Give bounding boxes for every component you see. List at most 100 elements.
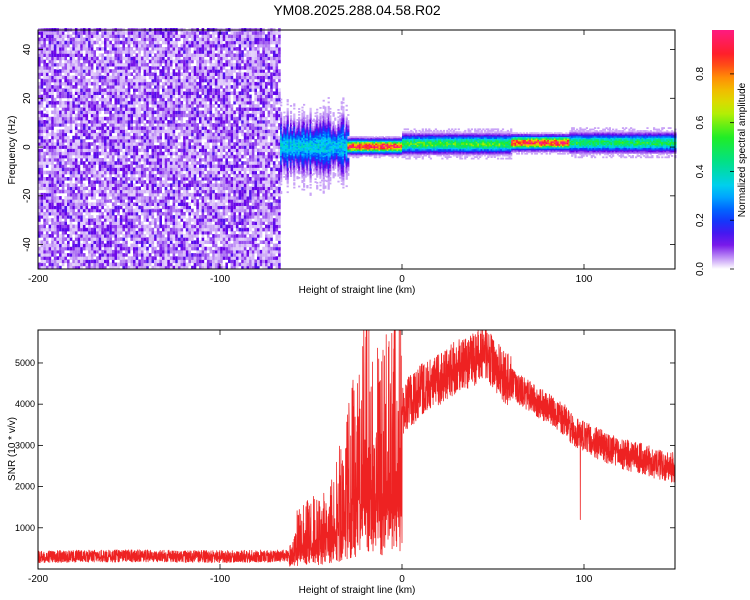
spectrogram-cell [230,186,234,191]
spectrogram-cell [85,199,89,203]
spectrogram-cell [114,69,118,73]
spectrogram-cell [230,123,234,127]
spectrogram-cell [146,189,149,194]
spectrogram-cell [67,88,70,92]
spectrogram-cell [133,88,136,92]
spectrogram-cell [162,167,165,172]
spectrogram-cell [217,85,221,89]
spectrogram-cell [101,230,104,235]
spectrogram-cell [125,120,128,124]
spectrogram-cell [228,81,231,86]
spectrogram-cell [88,253,91,257]
spectrogram-cell [140,177,144,181]
spectrogram-cell [109,164,112,168]
spectrogram-cell [230,91,234,95]
spectrogram-cell [114,100,118,105]
spectrogram-cell [201,66,205,70]
spectrogram-cell [164,256,168,260]
spectrogram-cell [64,189,67,194]
spectrogram-cell [122,218,125,222]
spectrogram-cell [127,53,131,57]
spectrogram-cell [214,135,218,140]
spectrogram-cell [111,135,115,140]
spectrogram-cell [106,37,110,42]
spectrogram-cell [93,246,96,251]
spectrogram-cell [53,183,57,187]
spectrogram-cell [172,173,176,178]
spectrogram-cell [172,215,176,219]
spectrogram-cell [93,218,96,222]
spectrogram-cell [151,47,155,51]
spectrogram-cell [199,145,202,149]
spectrogram-cell [164,110,168,115]
spectrogram-cell [72,50,75,54]
spectrogram-cell [175,78,178,83]
spectrogram-cell [196,186,199,191]
spectrogram-cell [61,199,65,203]
spectrogram-cell [175,145,178,149]
spectrogram-cell [98,202,102,206]
spectrogram-cell [164,215,168,219]
spectrogram-cell [175,34,178,38]
spectrogram-cell [151,148,155,153]
spectrogram-cell [199,192,202,197]
spectrogram-cell [154,189,157,194]
spectrogram-cell [61,211,65,216]
spectrogram-cell [48,81,52,86]
spectrogram-cell [88,40,91,45]
spectrogram-cell [146,81,149,86]
spectrogram-cell [53,47,57,51]
spectrogram-cell [77,69,81,73]
spectrogram-cell [199,104,202,108]
spectrogram-cell [233,94,236,99]
spectrogram-cell [162,240,165,244]
spectrogram-cell [98,126,102,130]
spectrogram-cell [114,173,118,178]
spectrogram-cell [183,189,186,194]
spectrogram-cell [77,243,81,248]
spectrogram-cell [146,259,149,264]
spectrogram-cell [45,120,49,124]
spectrogram-cell [69,237,73,241]
spectrogram-cell [148,196,152,200]
spectrogram-cell [117,262,120,267]
spectrogram-cell [106,192,110,197]
spectrogram-cell [172,104,176,108]
spectrogram-cell [69,262,73,267]
spectrogram-cell [74,113,78,118]
spectrogram-cell [172,88,176,92]
spectrogram-cell [74,75,78,80]
spectrogram-cell [135,53,139,57]
spectrogram-cell [106,120,110,124]
spectrogram-cell [220,34,223,38]
spectrogram-cell [106,249,110,254]
spectrogram-cell [98,135,102,140]
spectrogram-cell [69,148,73,153]
spectrogram-cell [162,161,165,165]
spectrogram-cell [140,37,144,42]
spectrogram-cell [85,154,89,159]
spectrogram-cell [185,100,189,105]
spectrogram-cell [175,154,178,159]
spectrogram-cell [217,53,221,57]
spectrogram-cell [122,180,125,184]
spectrogram-cell [138,177,141,181]
spectrogram-cell [56,180,60,184]
spectrogram-cell [143,205,147,210]
spectrogram-cell [74,104,78,108]
spectrogram-cell [133,91,136,95]
spectrogram-cell [188,218,191,222]
spectrogram-cell [204,161,207,165]
spectrogram-cell [72,170,75,175]
spectrogram-cell [64,215,67,219]
spectrogram-cell [217,256,221,260]
spectrogram-cell [88,132,91,137]
spectrogram-cell [183,72,186,76]
spectrogram-cell [230,246,234,251]
spectrogram-cell [148,259,152,264]
spectrogram-cell [175,135,178,140]
spectrogram-cell [74,192,78,197]
spectrogram-cell [56,113,60,118]
spectrogram-cell [77,113,81,118]
